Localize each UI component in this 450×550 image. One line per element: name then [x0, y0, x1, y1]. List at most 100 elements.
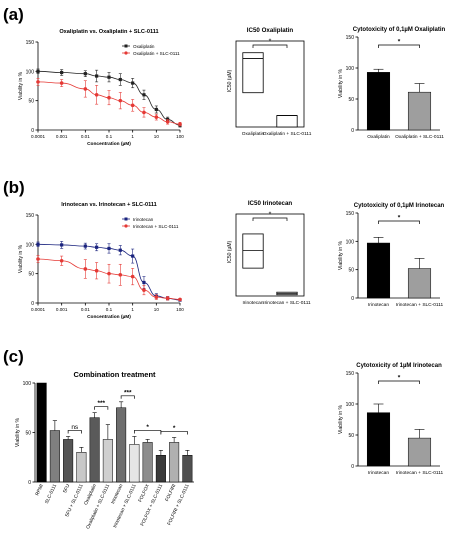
chart-title: Cytotoxicity of 0,1µM Irinotecan [354, 203, 445, 209]
ic50-irinotecan-chart: IC50 Irinotecan IC50 (µM) Irinotecan Irinot… [227, 200, 311, 306]
y-tick-label: 0 [31, 301, 34, 307]
data-point [142, 110, 146, 115]
y-tick-label: 50 [348, 268, 354, 274]
combination-treatment-chart: Combination treatment 0 50 100 Viability in … [15, 370, 194, 530]
panel-label-a: (a) [3, 5, 24, 24]
x-axis-label: Concentration (µM) [87, 314, 131, 320]
y-tick-label: 50 [25, 431, 31, 437]
data-point [142, 93, 146, 97]
data-point [165, 296, 170, 301]
data-point [59, 258, 64, 263]
y-axis-label: Viability in % [15, 417, 21, 447]
x-tick-label: SLC-0111 [44, 483, 58, 505]
significance-label: * [398, 375, 401, 382]
bar [407, 437, 432, 467]
data-point [94, 93, 99, 97]
x-tick-label: Oxaliplatin [367, 134, 390, 140]
significance-bracket [378, 44, 420, 48]
significance-bracket [120, 395, 135, 399]
x-tick-label: 0.01 [81, 134, 90, 139]
data-point [107, 271, 111, 276]
y-axis-label: Viability in % [18, 71, 24, 100]
bar [366, 412, 391, 467]
significance-label: ns [71, 424, 79, 431]
y-tick-label: 0 [351, 464, 354, 470]
x-tick-label: 100 [176, 307, 184, 312]
y-axis-label: Viability in % [338, 240, 344, 270]
y-tick-label: 100 [23, 381, 32, 387]
data-point [118, 77, 122, 82]
y-tick-label: 50 [348, 97, 354, 103]
bar [155, 455, 166, 483]
data-point [36, 80, 40, 84]
data-point [130, 274, 135, 279]
oxaliplatin-dose-response-chart: Oxaliplatin vs. Oxaliplatin + SLC-0111 0 5… [18, 29, 184, 147]
box [276, 115, 298, 128]
x-tick-label: 0.1 [106, 134, 113, 139]
y-tick-label: 0 [31, 128, 34, 134]
bar [142, 442, 153, 483]
significance-bracket [378, 220, 420, 224]
data-point [83, 72, 87, 76]
significance-bracket [378, 380, 420, 384]
data-point [95, 245, 99, 249]
x-tick-label: 10 [154, 307, 160, 312]
chart-title: Oxaliplatin vs. Oxaliplatin + SLC-0111 [59, 29, 158, 35]
legend-entry: Oxaliplatin [133, 44, 155, 49]
x-tick-label: 5FU [62, 483, 71, 494]
x-tick-label: FOLFOX [137, 483, 151, 504]
significance-label: *** [97, 400, 105, 407]
bar [407, 91, 432, 131]
data-point [59, 81, 64, 85]
x-tick-label: Irinotecan + SLC-0111 [263, 300, 311, 306]
y-tick-label: 150 [346, 371, 355, 377]
y-tick-label: 50 [28, 99, 34, 105]
significance-bracket [67, 430, 82, 434]
bar [36, 382, 47, 483]
x-tick-label: 1 [131, 307, 134, 312]
x-tick-label: 0.0001 [31, 134, 45, 139]
y-tick-label: 100 [346, 402, 355, 408]
significance-bracket [252, 44, 288, 48]
chart-title: Combination treatment [73, 370, 156, 379]
x-tick-label: 1 [131, 134, 134, 139]
significance-label: * [398, 215, 401, 222]
chart-title: IC50 Irinotecan [248, 200, 293, 207]
y-tick-label: 0 [351, 128, 354, 134]
data-point [131, 254, 135, 258]
bar [76, 452, 87, 483]
y-tick-label: 100 [26, 69, 35, 75]
data-point [94, 268, 99, 273]
legend-marker [124, 51, 128, 55]
irinotecan-dose-response-chart: Irinotecan vs. Irinotecan + SLC-0111 0 50 1… [18, 202, 184, 320]
data-point [142, 280, 146, 285]
data-point [130, 103, 135, 108]
box [242, 52, 264, 94]
data-point [107, 75, 111, 79]
x-tick-label: Irinotecan [110, 483, 124, 505]
y-tick-label: 100 [26, 242, 35, 248]
data-point [178, 122, 182, 126]
data-point [83, 87, 88, 91]
data-point [131, 81, 135, 85]
significance-label: * [146, 424, 149, 431]
x-tick-label: RPMI [34, 483, 45, 496]
data-point [154, 107, 158, 112]
bar [169, 442, 180, 483]
data-point [118, 248, 122, 252]
y-tick-label: 100 [346, 239, 355, 245]
data-point [83, 267, 88, 271]
legend-entry: Irinotecan [133, 217, 154, 222]
x-tick-label: FOLFIRI [164, 483, 177, 502]
ic50-oxaliplatin-chart: IC50 Oxaliplatin IC50 (µM) OxaliplatinOxal… [227, 27, 312, 137]
x-tick-label: Oxaliplatin + SLC-0111 [395, 134, 444, 140]
chart-title: IC50 Oxaliplatin [247, 27, 294, 34]
y-axis-label: IC50 (µM) [227, 241, 233, 264]
x-tick-label: 0.01 [81, 307, 90, 312]
x-tick-label: 0.0001 [31, 307, 45, 312]
y-tick-label: 0 [351, 296, 354, 302]
y-axis-label: Viability in % [18, 244, 24, 273]
y-axis-label: Viability in % [338, 404, 344, 434]
chart-title: Cytotoxicity of 1µM Irinotecan [356, 363, 442, 369]
data-point [95, 74, 99, 78]
